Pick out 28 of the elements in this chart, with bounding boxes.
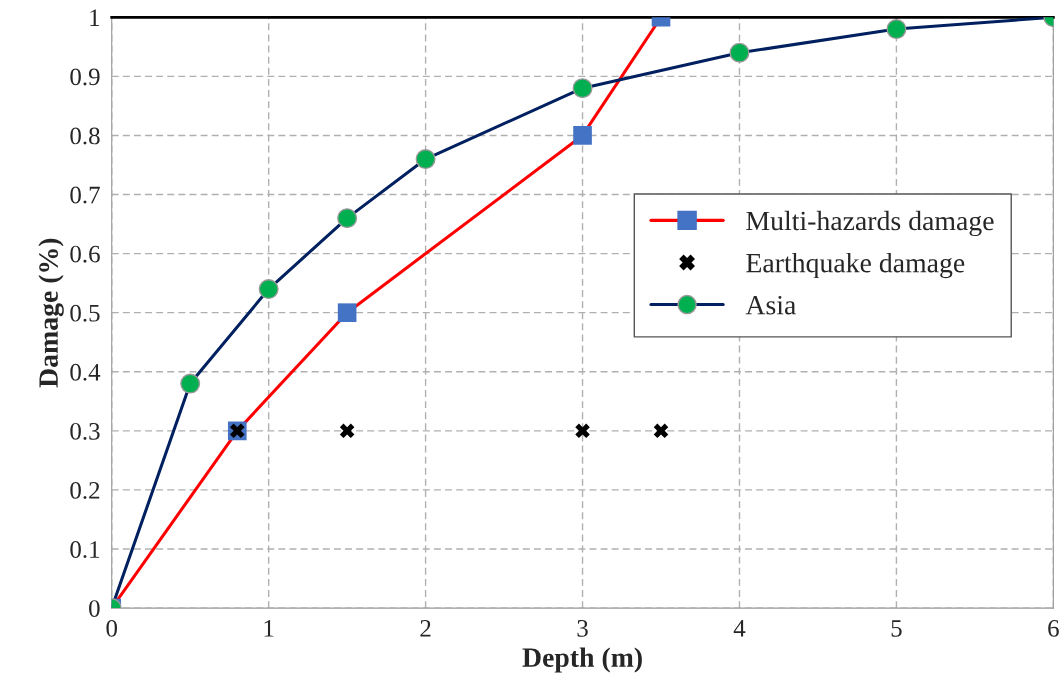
y-tick-label: 0.5 [70, 304, 100, 322]
x-tick-label: 0 [106, 619, 118, 637]
y-tick-label: 1 [90, 9, 100, 26]
y-tick-label: 0.8 [70, 127, 100, 145]
y-axis-title: Damage (%) [38, 238, 64, 388]
y-tick-label: 0.1 [70, 541, 100, 559]
y-tick-label: 0.3 [70, 422, 100, 440]
x-tick-label: 1 [264, 620, 274, 637]
x-tick-label: 2 [420, 619, 431, 637]
y-tick-label: 0.9 [70, 68, 100, 86]
x-tick-label: 6 [1048, 619, 1059, 637]
y-tick-label: 0.4 [70, 363, 101, 381]
point [653, 423, 669, 439]
y-tick-label: 0.7 [70, 186, 100, 204]
legend-label: Asia [745, 295, 796, 315]
point [339, 423, 355, 439]
point [337, 303, 357, 322]
x-tick-label: 4 [733, 620, 746, 637]
point [575, 423, 590, 439]
point [573, 126, 592, 145]
legend-label: Multi-hazards damage [746, 210, 994, 237]
x-tick-label: 5 [891, 620, 902, 637]
x-axis-title: Depth (m) [522, 647, 642, 673]
x-tick-label: 3 [577, 619, 588, 637]
y-tick-label: 0 [89, 600, 100, 617]
y-tick-label: 0.6 [70, 245, 100, 263]
legend-label: Earthquake damage [746, 252, 965, 279]
y-tick-label: 0.2 [70, 481, 100, 499]
